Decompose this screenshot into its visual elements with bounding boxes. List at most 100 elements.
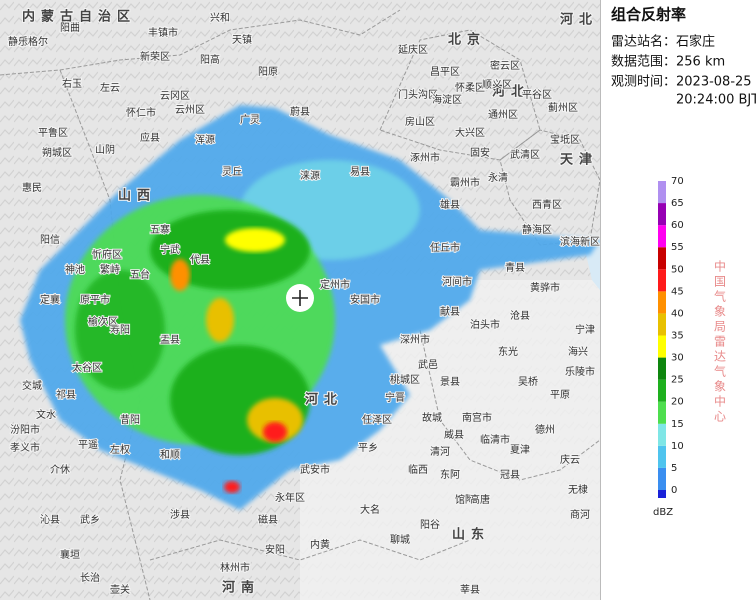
place-label: 故城	[422, 411, 442, 424]
place-label: 通州区	[488, 109, 518, 121]
place-label: 宝坻区	[550, 133, 580, 146]
place-label: 云州区	[175, 104, 205, 116]
place-label: 无棣	[568, 483, 588, 496]
place-labels: 和林格尔凉城 丰镇市兴和天镇新荣区 阳高阳原右玉 左云云冈区云州区怀仁市平鲁区朔城区山…	[7, 11, 600, 597]
place-label: 广灵	[240, 114, 260, 126]
place-label: 左权	[110, 443, 130, 456]
place-label: 山阴	[95, 144, 115, 156]
place-label: 平乡	[358, 442, 378, 454]
place-label: 海淀区	[432, 93, 462, 106]
place-label: 沧县	[510, 309, 530, 322]
place-label: 右玉	[62, 77, 82, 90]
place-label: 固安	[470, 146, 490, 159]
place-label: 阳原	[258, 66, 278, 78]
place-label: 桃城区	[390, 373, 420, 386]
place-label: 永清	[488, 171, 508, 184]
place-label: 壶关	[110, 583, 130, 596]
place-label: 吴桥	[518, 376, 538, 388]
place-label: 临西	[408, 463, 428, 476]
place-label: 霸州市	[450, 176, 480, 189]
place-label: 武清区	[510, 148, 540, 161]
legend-label: 25	[671, 375, 684, 386]
legend-label: 0	[671, 485, 677, 496]
radar-echo	[20, 105, 600, 510]
place-label: 雄县	[440, 198, 460, 211]
place-label: 海兴	[568, 345, 588, 358]
place-label: 延庆区	[398, 43, 428, 56]
province-label: 河南	[222, 580, 260, 596]
province-label: 北京	[448, 32, 486, 48]
place-label: 襄垣	[60, 548, 80, 561]
place-label: 平遥	[78, 438, 98, 451]
info-panel: 组合反射率 雷达站名： 石家庄 数据范围： 256 km 观测时间： 2023-…	[600, 0, 756, 600]
place-label: 任丘市	[430, 241, 460, 254]
place-label: 景县	[440, 376, 460, 388]
legend-swatch	[658, 445, 666, 468]
legend-swatch	[658, 335, 666, 358]
place-label: 长治	[80, 571, 100, 584]
legend-label: 55	[671, 242, 684, 253]
legend-swatch	[658, 313, 666, 336]
place-label: 内黄	[310, 538, 330, 551]
place-label: 林州市	[220, 561, 250, 574]
legend-unit: dBZ	[653, 507, 673, 518]
place-label: 阳曲	[60, 22, 80, 34]
province-label: 山东	[452, 527, 490, 543]
panel-title: 组合反射率	[611, 6, 686, 24]
place-label: 威县	[444, 428, 464, 441]
place-label: 五台	[130, 268, 150, 281]
place-label: 泊头市	[470, 318, 500, 331]
legend-label: 65	[671, 198, 684, 209]
place-label: 东阿	[440, 468, 460, 481]
place-label: 新荣区	[140, 50, 170, 63]
place-label: 清河	[430, 445, 450, 458]
place-label: 密云区	[490, 59, 520, 72]
place-label: 凉城	[60, 21, 80, 34]
province-label: 山西	[118, 188, 156, 204]
province-label: 河北	[492, 84, 530, 100]
place-label: 蔚县	[290, 106, 310, 118]
place-label: 西青区	[532, 198, 562, 211]
place-label: 磁县	[258, 513, 278, 526]
legend-swatch	[658, 490, 666, 498]
place-label: 左云	[100, 81, 120, 94]
place-label: 深州市	[400, 333, 430, 346]
province-label: 天津	[560, 152, 598, 168]
place-label: 武乡	[80, 513, 100, 526]
place-label: 和顺	[160, 449, 180, 461]
place-label: 馆陶	[455, 493, 475, 506]
place-label: 武邑	[418, 358, 438, 371]
place-label: 冠县	[500, 469, 520, 481]
place-label: 昌平区	[430, 66, 460, 78]
place-label: 应县	[140, 131, 160, 144]
place-label: 原平市	[80, 293, 110, 306]
place-label: 平谷区	[522, 89, 552, 101]
place-label: 怀柔区	[455, 82, 485, 94]
place-label: 沁县	[40, 514, 60, 526]
place-label: 祁县	[56, 388, 76, 401]
legend-swatch	[658, 357, 666, 380]
place-label: 临清市	[480, 433, 510, 446]
legend-swatch	[658, 269, 666, 292]
place-label: 顺义区	[482, 79, 512, 91]
agency: 中国气象局雷达气象中心	[713, 259, 727, 425]
place-label: 怀仁市	[126, 106, 156, 119]
place-label: 代县	[190, 254, 210, 266]
place-label: 武安市	[300, 463, 330, 476]
place-label: 安阳	[265, 543, 285, 556]
place-label: 介休	[50, 464, 70, 476]
legend-label: 45	[671, 286, 684, 297]
place-label: 太谷区	[72, 361, 102, 374]
place-label: 盂县	[160, 334, 180, 346]
place-label: 阳谷	[420, 519, 440, 531]
place-label: 献县	[440, 305, 460, 318]
place-label: 门头沟区	[398, 88, 438, 101]
legend-swatch	[658, 203, 666, 226]
place-label: 静海区	[522, 223, 552, 236]
place-label: 灵丘	[222, 166, 242, 178]
place-label: 和林格尔	[8, 35, 48, 48]
field-value: 2023-08-25	[676, 75, 752, 90]
legend-swatch	[658, 423, 666, 446]
